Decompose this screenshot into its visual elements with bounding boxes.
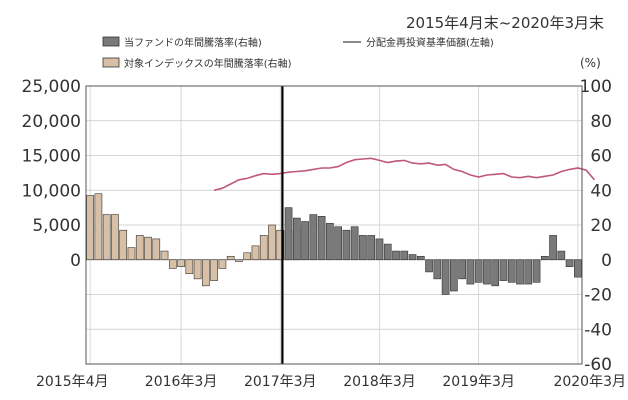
plot-frame xyxy=(85,85,583,365)
right-tick-label: 80 xyxy=(590,112,612,132)
left-tick-label: 15,000 xyxy=(22,147,81,167)
index-bar xyxy=(111,214,119,261)
fund-bar xyxy=(359,235,367,261)
fund-bar xyxy=(416,255,425,261)
index-bar xyxy=(177,259,185,267)
fund-bar xyxy=(425,259,433,273)
index-bar xyxy=(202,259,210,287)
left-tick-label: 10,000 xyxy=(22,181,81,201)
right-tick-label: 0 xyxy=(601,251,612,271)
right-tick-label: -60 xyxy=(584,355,612,375)
fund-bar xyxy=(491,259,500,287)
x-tick-label: 2017年3月 xyxy=(244,374,317,390)
fund-bar xyxy=(375,238,384,261)
index-bar xyxy=(193,259,202,280)
index-bar xyxy=(210,259,218,281)
left-tick-label: 25,000 xyxy=(22,77,81,97)
right-axis-unit: (%) xyxy=(580,56,601,70)
index-bar xyxy=(218,259,227,269)
fund-bar xyxy=(284,207,293,261)
index-bar xyxy=(243,252,252,261)
index-bar xyxy=(94,193,103,261)
nav-line-layer xyxy=(213,86,596,364)
fund-bar xyxy=(540,255,549,261)
fund-bar xyxy=(458,259,466,280)
fund-bar xyxy=(383,243,392,261)
right-tick-label: 60 xyxy=(590,147,612,167)
index-bar xyxy=(259,235,268,261)
fund-bar xyxy=(507,259,516,283)
fund-bar xyxy=(474,259,483,283)
axes: 100 80 60 40 20 0 -20 -40 -60 25,000 20,000 15,000 1… xyxy=(22,77,626,390)
index-bar xyxy=(185,259,194,274)
fund-bar xyxy=(367,235,376,261)
fund-bar xyxy=(549,235,557,261)
fund-bar xyxy=(466,259,475,285)
fund-bar xyxy=(326,222,334,261)
legend-nav-label: 分配金再投資基準価額(左軸) xyxy=(366,36,494,49)
index-bar xyxy=(276,229,285,261)
x-tick-label: 2015年4月 xyxy=(36,374,109,390)
fund-bar xyxy=(483,259,491,285)
fund-bar xyxy=(334,226,342,261)
fund-bar xyxy=(408,254,417,261)
left-tick-label: 5,000 xyxy=(32,216,81,236)
nav-line xyxy=(213,157,596,192)
index-bar xyxy=(268,224,276,261)
x-tick-label: 2018年3月 xyxy=(343,374,416,390)
left-tick-label: 0 xyxy=(70,251,81,271)
legend-fund-label: 当ファンドの年間騰落率(右軸) xyxy=(124,36,262,49)
legend-fund-swatch xyxy=(102,36,120,47)
legend-index-swatch xyxy=(102,57,120,68)
legend-index-label: 対象インデックスの年間騰落率(右軸) xyxy=(124,57,292,70)
gridlines xyxy=(86,85,582,365)
fund-bar xyxy=(392,250,400,261)
fund-bar xyxy=(524,259,533,285)
fund-bar xyxy=(557,250,566,261)
x-tick-label: 2016年3月 xyxy=(145,374,218,390)
index-bar xyxy=(135,235,144,261)
fund-bar xyxy=(342,229,351,261)
index-bar xyxy=(119,229,128,261)
x-tick-label: 2020年3月 xyxy=(553,374,626,390)
right-tick-label: 40 xyxy=(590,181,612,201)
index-bar xyxy=(127,247,136,261)
right-tick-label: -40 xyxy=(584,320,612,340)
fund-bar xyxy=(292,217,301,261)
index-bar xyxy=(251,245,260,261)
index-bar xyxy=(226,255,235,261)
right-tick-label: 20 xyxy=(590,216,612,236)
fund-bar xyxy=(574,259,582,278)
index-bar xyxy=(160,250,169,261)
fund-bar xyxy=(532,259,541,283)
fund-bar xyxy=(400,250,409,261)
index-bar xyxy=(102,214,111,261)
fund-bar xyxy=(301,221,309,261)
period-label: 2015年4月末~2020年3月末 xyxy=(406,14,604,32)
fund-bar xyxy=(565,259,574,267)
fund-bar xyxy=(350,226,359,261)
fund-bar xyxy=(309,214,318,261)
fund-bar xyxy=(441,259,450,295)
index-bar xyxy=(86,195,94,261)
fund-bar xyxy=(433,259,442,280)
fund-bar xyxy=(317,216,326,261)
right-tick-label: -20 xyxy=(584,286,612,306)
fund-bar xyxy=(450,259,458,292)
left-tick-label: 20,000 xyxy=(22,112,81,132)
index-bar xyxy=(152,238,161,261)
index-bar xyxy=(144,236,152,261)
fund-bar xyxy=(499,259,508,281)
index-bar xyxy=(235,259,243,262)
right-tick-label: 100 xyxy=(580,77,612,97)
x-tick-label: 2019年3月 xyxy=(442,374,515,390)
bars xyxy=(86,193,582,295)
fund-bar xyxy=(516,259,524,285)
index-bar xyxy=(168,259,177,269)
